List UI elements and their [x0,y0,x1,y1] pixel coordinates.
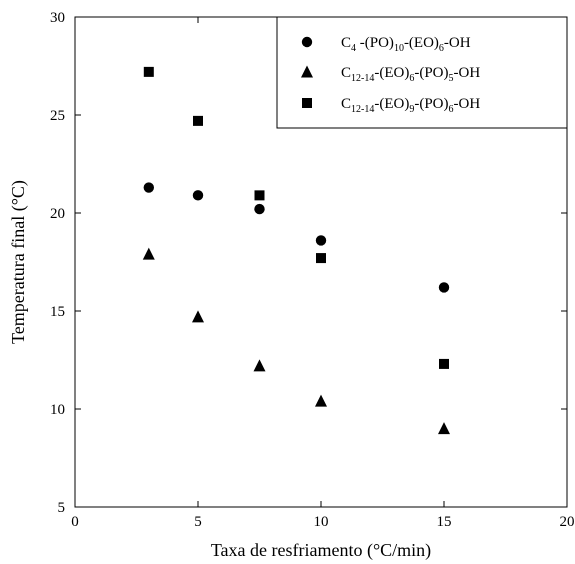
legend-label: C4 -(PO)10-(EO)6-OH [341,35,471,54]
square-data-point [439,358,449,369]
legend-box [276,16,568,129]
y-tick-label: 5 [58,500,66,516]
circle-data-point [254,203,265,215]
legend-triangle-marker [301,65,313,78]
legend-label: C12-14-(EO)6-(PO)5-OH [341,65,480,84]
circle-data-point [143,182,154,193]
y-tick-label: 15 [50,304,65,320]
legend-label: C12-14-(EO)9-(PO)6-OH [341,96,480,115]
square-data-point [193,115,203,126]
y-tick-label: 30 [50,10,65,26]
triangle-data-point [192,310,204,323]
square-data-point [254,190,265,201]
triangle-data-point [142,247,155,260]
legend: C4 -(PO)10-(EO)6-OH C12-14-(EO)6-(PO)5-OH… [276,16,568,129]
y-tick-label: 10 [50,402,65,418]
x-tick-label: 15 [437,514,452,530]
y-tick-label: 25 [50,108,65,124]
x-tick-label: 0 [71,514,79,530]
y-tick-label: 20 [50,206,65,222]
triangle-data-point [438,422,450,435]
circle-data-point [192,190,204,201]
legend-circle-marker [301,36,313,48]
legend-square-marker [302,98,312,108]
circle-data-point [315,235,327,246]
data-points [142,66,450,435]
circle-data-point [438,282,450,293]
x-axis-title: Taxa de resfriamento (°C/min) [211,540,431,561]
x-tick-label: 10 [314,514,329,530]
square-data-point [316,253,326,264]
square-data-point [143,66,154,77]
x-tick-label: 5 [194,514,202,530]
triangle-data-point [315,394,327,407]
triangle-data-point [253,359,266,372]
y-axis-title: Temperatura final (°C) [8,180,29,344]
x-tick-label: 20 [560,514,575,530]
